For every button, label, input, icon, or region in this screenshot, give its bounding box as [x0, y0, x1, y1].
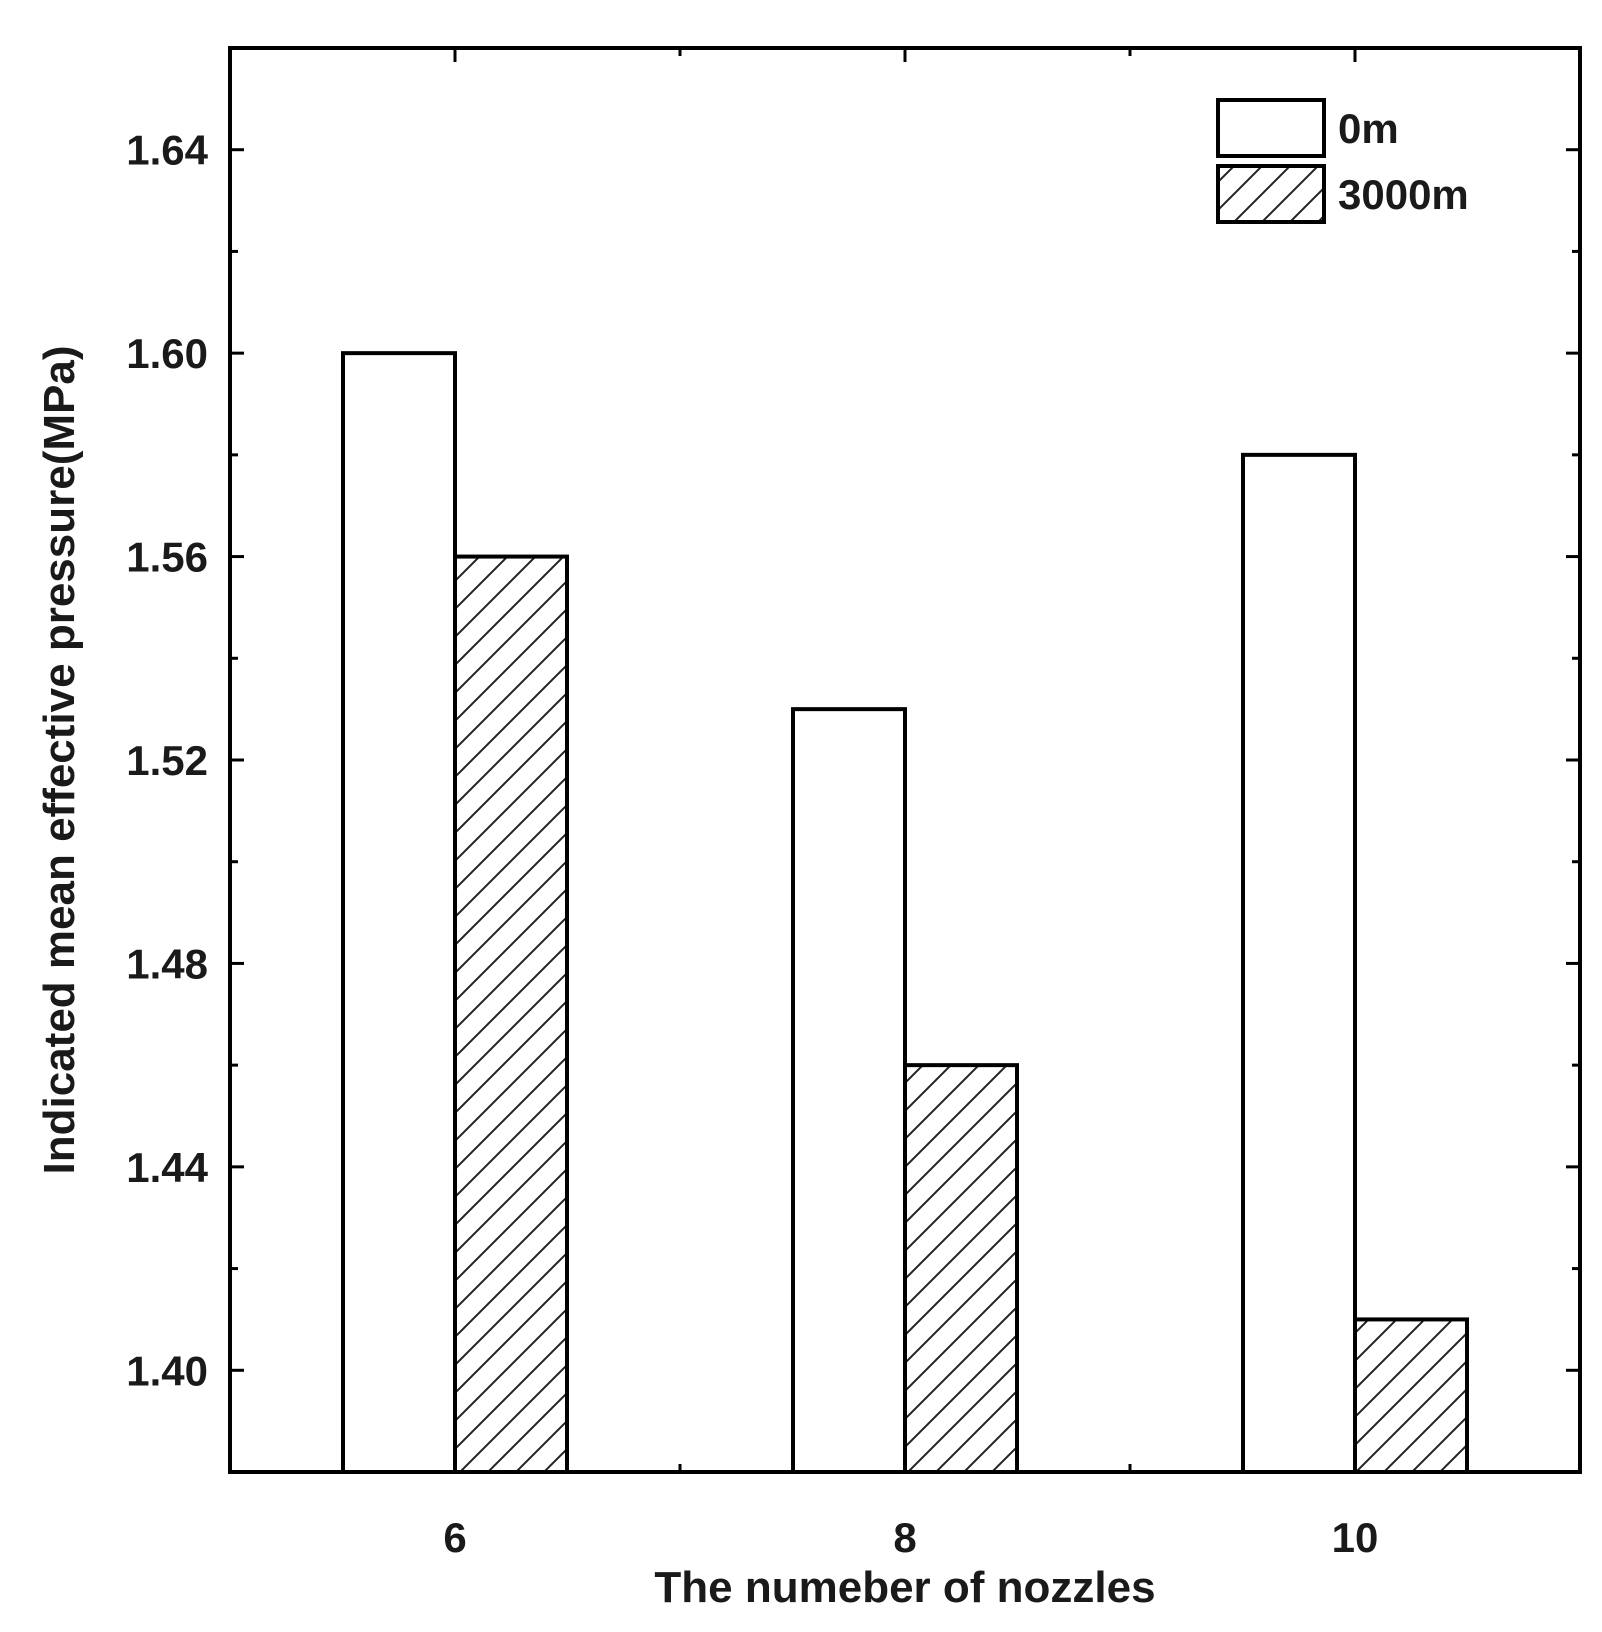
bar-3000m-8 [903, 1063, 1019, 1474]
y-axis-title: Indicated mean effective pressure(MPa) [35, 346, 84, 1175]
bar-3000m-6 [453, 554, 569, 1474]
legend-swatch-0m [1216, 98, 1326, 158]
y-tick-label: 1.48 [126, 940, 208, 987]
x-axis-title: The numeber of nozzles [654, 1563, 1155, 1612]
x-tick-label: 10 [1332, 1514, 1379, 1561]
ticks-layer: 1.40 1.44 1.48 1.52 1.56 1.60 1.64 6 8 10 [126, 46, 1580, 1561]
bar-0m-6 [341, 351, 457, 1475]
y-tick-label: 1.40 [126, 1347, 208, 1394]
x-tick-label: 8 [893, 1514, 916, 1561]
y-tick-label: 1.52 [126, 737, 208, 784]
legend-swatch-3000m [1216, 164, 1326, 224]
x-tick-label: 6 [443, 1514, 466, 1561]
y-tick-label: 1.44 [126, 1144, 208, 1191]
y-tick-label: 1.64 [126, 127, 208, 174]
legend: 0m 3000m [1216, 98, 1469, 224]
legend-label-0m: 0m [1338, 105, 1399, 152]
bar-0m-8 [791, 707, 907, 1474]
bars-layer [341, 351, 1469, 1475]
legend-label-3000m: 3000m [1338, 171, 1469, 218]
bar-3000m-10 [1353, 1317, 1469, 1475]
y-tick-label: 1.56 [126, 534, 208, 581]
bar-0m-10 [1241, 452, 1357, 1475]
y-tick-label: 1.60 [126, 330, 208, 377]
